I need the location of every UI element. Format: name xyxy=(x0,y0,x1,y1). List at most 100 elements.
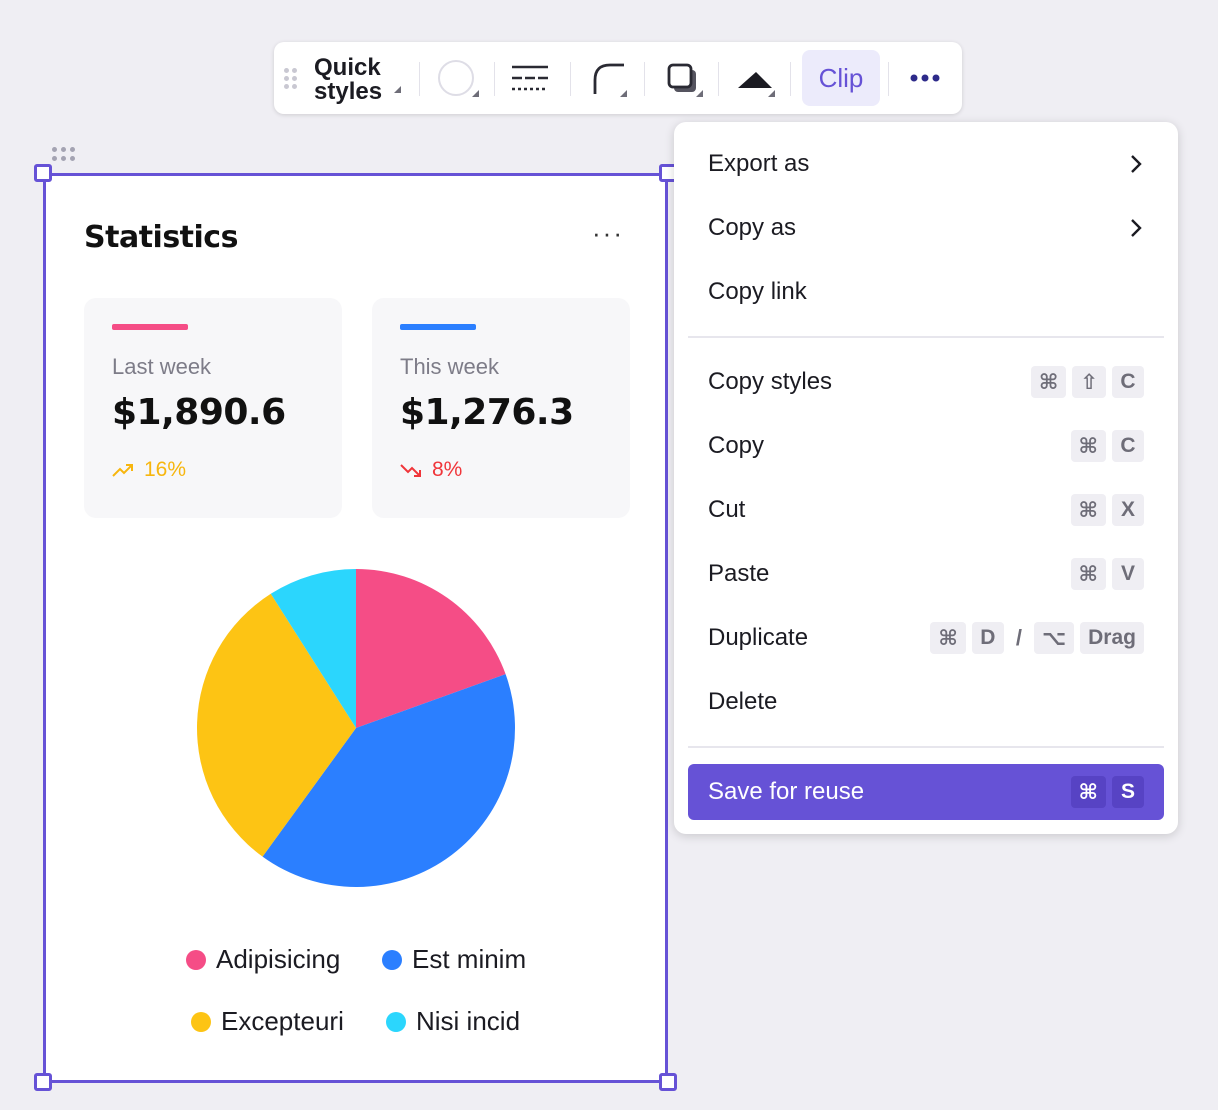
command-key-icon: ⌘ xyxy=(930,622,966,654)
resize-handle-top-left[interactable] xyxy=(34,164,52,182)
corner-radius-dropdown-icon xyxy=(620,90,627,97)
menu-item-save-for-reuse[interactable]: Save for reuse ⌘ S xyxy=(688,764,1164,820)
stat-value: $1,276.3 xyxy=(400,392,574,433)
toolbar-divider xyxy=(570,62,571,96)
stat-last-week: Last week $1,890.6 16% xyxy=(84,298,342,518)
context-menu: Export as Copy as Copy link Copy styles … xyxy=(674,122,1178,834)
legend-label: Adipisicing xyxy=(216,944,341,974)
menu-item-label: Save for reuse xyxy=(708,778,865,805)
menu-item-paste[interactable]: Paste ⌘ V xyxy=(688,546,1164,602)
toolbar-divider xyxy=(644,62,645,96)
trend-down-icon xyxy=(400,464,421,477)
move-handle-icon[interactable] xyxy=(52,147,78,163)
shadow-dropdown-icon xyxy=(696,90,703,97)
pie-slice-excepteuri xyxy=(196,593,356,857)
keyboard-shortcut: ⌘ ⇧ C xyxy=(1030,366,1144,398)
keyboard-shortcut: ⌘ V xyxy=(1070,558,1144,590)
resize-handle-bottom-left[interactable] xyxy=(34,1073,52,1091)
stat-trend: 8% xyxy=(400,458,462,482)
more-icon[interactable] xyxy=(910,73,940,83)
menu-item-cut[interactable]: Cut ⌘ X xyxy=(688,482,1164,538)
command-key-icon: ⌘ xyxy=(1070,776,1106,808)
shortcut-key: D xyxy=(971,622,1004,654)
command-key-icon: ⌘ xyxy=(1030,366,1067,398)
keyboard-shortcut: ⌘ S xyxy=(1070,776,1144,808)
pie-slice-adipisicing xyxy=(356,569,506,728)
chevron-right-icon xyxy=(1131,219,1142,237)
quick-styles-dropdown-icon xyxy=(394,86,401,93)
legend-item: Adipisicing xyxy=(186,944,340,975)
stat-trend-value: 16% xyxy=(144,458,187,481)
stat-accent-bar xyxy=(112,324,188,330)
menu-item-delete[interactable]: Delete xyxy=(688,674,1164,730)
legend-label: Est minim xyxy=(412,944,527,974)
menu-item-duplicate[interactable]: Duplicate ⌘ D / ⌥ Drag xyxy=(688,610,1164,666)
toolbar-divider xyxy=(790,62,791,96)
command-key-icon: ⌘ xyxy=(1070,558,1106,590)
menu-item-copy-styles[interactable]: Copy styles ⌘ ⇧ C xyxy=(688,354,1164,410)
legend-swatch xyxy=(191,1011,211,1032)
clip-button[interactable]: Clip xyxy=(802,50,880,106)
legend-label: Excepteuri xyxy=(221,1006,344,1036)
shortcut-key: C xyxy=(1112,366,1144,398)
statistics-card[interactable]: Statistics ··· Last week $1,890.6 16% Th… xyxy=(46,176,665,1080)
pie-slice-est-minim xyxy=(262,674,515,887)
menu-item-export-as[interactable]: Export as xyxy=(688,136,1164,192)
stat-trend-value: 8% xyxy=(432,458,463,481)
stat-trend: 16% xyxy=(112,458,186,482)
stat-value: $1,890.6 xyxy=(112,392,286,433)
legend-swatch xyxy=(386,1011,406,1032)
toolbar-divider xyxy=(494,62,495,96)
shortcut-key: X xyxy=(1112,494,1144,526)
keyboard-shortcut: ⌘ C xyxy=(1070,430,1144,462)
stat-label: Last week xyxy=(112,354,212,379)
pie-chart xyxy=(196,569,515,887)
drag-handle-icon[interactable] xyxy=(284,68,297,90)
arrow-shape-dropdown-icon xyxy=(768,90,775,97)
quick-styles-label-line1: Quick xyxy=(314,54,381,81)
arrow-shape-icon[interactable] xyxy=(738,70,774,90)
shortcut-key: V xyxy=(1112,558,1144,590)
card-more-icon[interactable]: ··· xyxy=(592,218,624,248)
menu-divider xyxy=(688,746,1164,748)
legend-item: Est minim xyxy=(382,944,526,975)
menu-item-label: Copy link xyxy=(708,278,807,305)
pie-slice-nisi-incid xyxy=(270,569,356,728)
menu-item-label: Paste xyxy=(708,560,770,587)
quick-styles-button[interactable]: Quick styles xyxy=(314,56,404,104)
menu-item-label: Copy xyxy=(708,432,765,459)
shortcut-separator: / xyxy=(1015,625,1022,650)
stat-accent-bar xyxy=(400,324,476,330)
corner-radius-icon[interactable] xyxy=(592,62,626,96)
selection-frame xyxy=(43,173,668,1083)
menu-item-label: Copy as xyxy=(708,214,797,241)
resize-handle-bottom-right[interactable] xyxy=(659,1073,677,1091)
legend-label: Nisi incid xyxy=(416,1006,521,1036)
stat-label: This week xyxy=(400,354,500,379)
legend-swatch xyxy=(382,949,402,970)
quick-toolbar: Quick styles Clip xyxy=(274,42,962,114)
shortcut-key: Drag xyxy=(1080,622,1144,654)
legend-item: Nisi incid xyxy=(386,1006,520,1037)
fill-color-dropdown-icon xyxy=(472,90,479,97)
keyboard-shortcut: ⌘ X xyxy=(1070,494,1144,526)
menu-item-copy-as[interactable]: Copy as xyxy=(688,200,1164,256)
legend-item: Excepteuri xyxy=(191,1006,344,1037)
shift-key-icon: ⇧ xyxy=(1072,366,1106,398)
command-key-icon: ⌘ xyxy=(1070,494,1106,526)
menu-item-label: Delete xyxy=(708,688,778,715)
quick-styles-label-line2: styles xyxy=(314,78,383,105)
menu-item-copy-link[interactable]: Copy link xyxy=(688,264,1164,320)
menu-divider xyxy=(688,336,1164,338)
shadow-icon[interactable] xyxy=(666,62,700,96)
toolbar-divider xyxy=(718,62,719,96)
shortcut-key: C xyxy=(1112,430,1144,462)
stat-this-week: This week $1,276.3 8% xyxy=(372,298,630,518)
menu-item-label: Copy styles xyxy=(708,368,833,395)
menu-item-copy[interactable]: Copy ⌘ C xyxy=(688,418,1164,474)
menu-item-label: Cut xyxy=(708,496,746,523)
fill-color-icon[interactable] xyxy=(438,60,474,96)
menu-item-label: Duplicate xyxy=(708,624,809,651)
stroke-style-icon[interactable] xyxy=(512,64,548,94)
toolbar-divider xyxy=(888,62,889,96)
